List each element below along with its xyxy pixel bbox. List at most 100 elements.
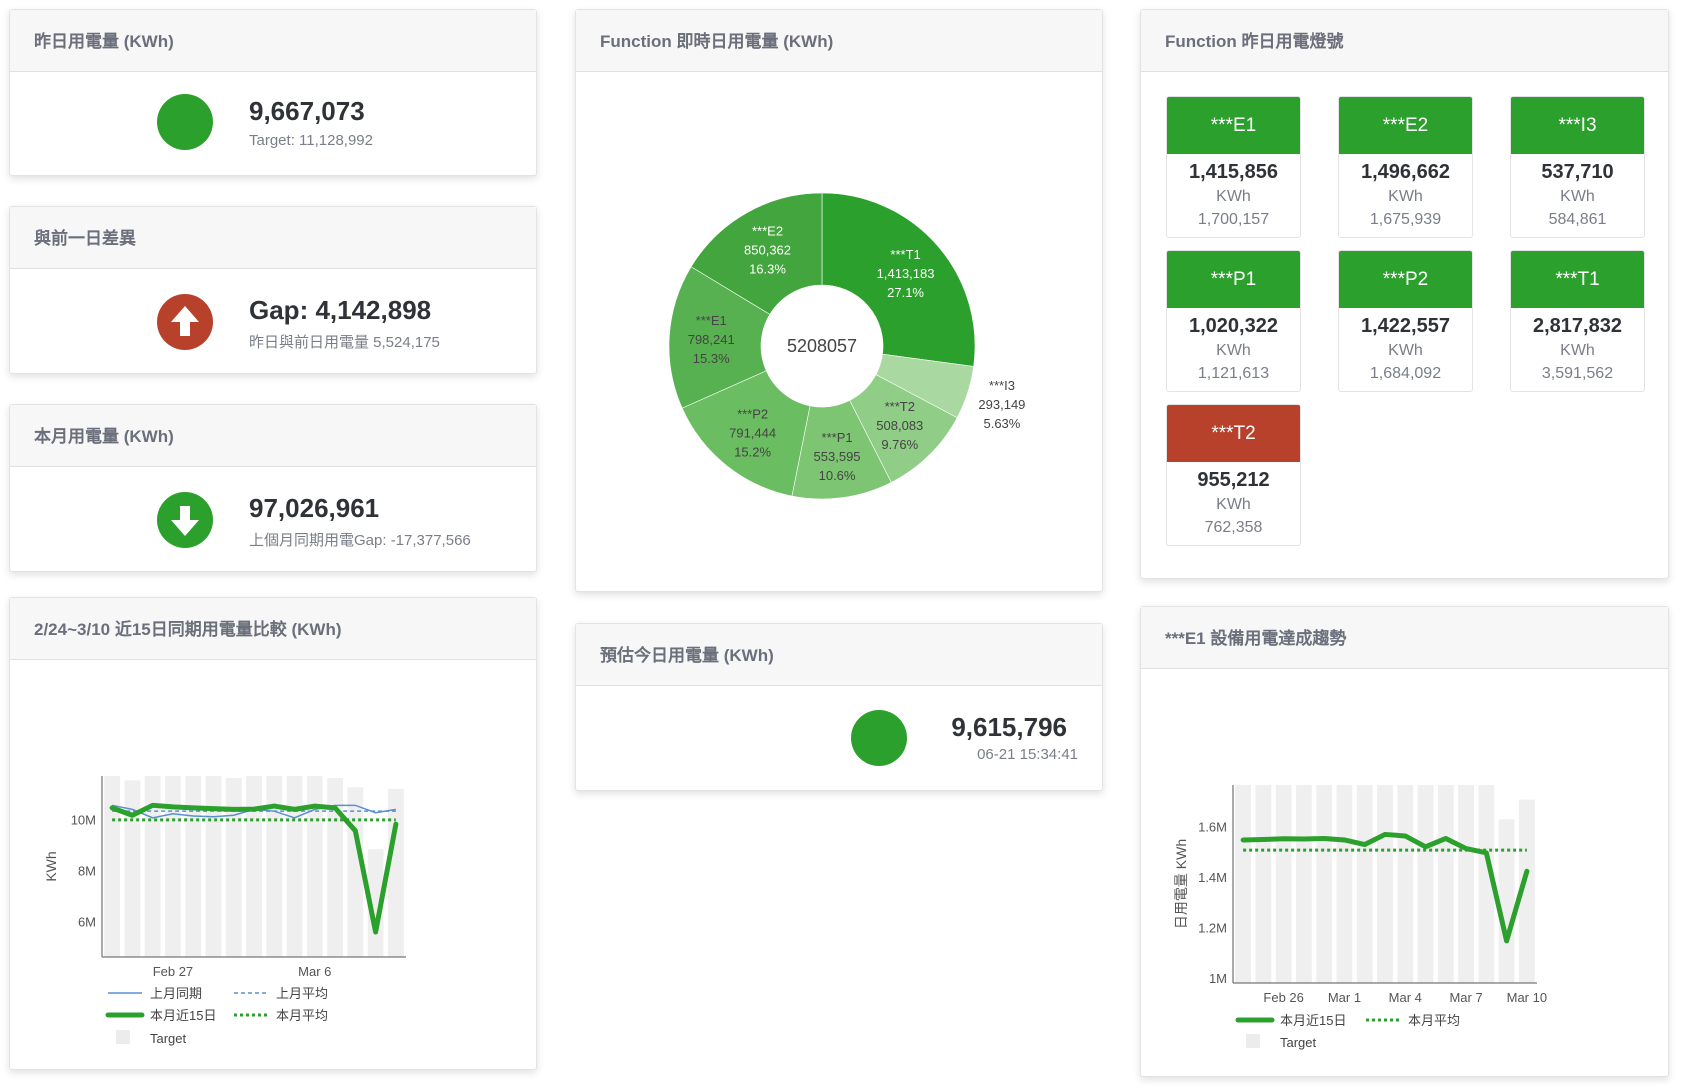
target-bar bbox=[1255, 785, 1272, 983]
yesterday-usage-card: 昨日用電量 (KWh) 9,667,073 Target: 11,128,992 bbox=[9, 9, 537, 176]
donut-slice-label: 10.6% bbox=[819, 468, 856, 483]
card-title: Function 昨日用電燈號 bbox=[1141, 10, 1668, 72]
tile-value: 1,422,557 bbox=[1361, 315, 1450, 337]
target-bar bbox=[165, 776, 181, 957]
function-lights-card: Function 昨日用電燈號 ***E1 1,415,856 KWh 1,70… bbox=[1140, 9, 1669, 579]
target-bar bbox=[185, 776, 202, 957]
target-bar bbox=[1458, 785, 1474, 983]
target-bar bbox=[1377, 785, 1393, 983]
card-title: 本月用電量 (KWh) bbox=[10, 405, 536, 467]
card-title: ***E1 設備用電達成趨勢 bbox=[1141, 607, 1668, 669]
light-tile[interactable]: ***T2 955,212 KWh 762,358 bbox=[1166, 404, 1301, 546]
x-tick-label: Mar 10 bbox=[1507, 990, 1547, 1005]
forecast-value: 9,615,796 bbox=[951, 712, 1067, 742]
y-tick-label: 10M bbox=[71, 812, 96, 827]
target-bar bbox=[1235, 785, 1252, 983]
tile-unit: KWh bbox=[1216, 342, 1251, 359]
tile-value: 537,710 bbox=[1541, 161, 1614, 183]
target-bar bbox=[1417, 785, 1434, 983]
light-tile[interactable]: ***P1 1,020,322 KWh 1,121,613 bbox=[1166, 250, 1301, 392]
tile-unit: KWh bbox=[1216, 496, 1251, 513]
donut-slice-label: ***E1 bbox=[696, 313, 727, 328]
tile-target: 762,358 bbox=[1204, 519, 1263, 536]
card-title: 2/24~3/10 近15日同期用電量比較 (KWh) bbox=[10, 598, 536, 660]
y-tick-label: 1M bbox=[1209, 971, 1227, 986]
light-tile[interactable]: ***I3 537,710 KWh 584,861 bbox=[1510, 96, 1645, 238]
legend-label: 上月同期 bbox=[150, 986, 202, 1001]
donut-slice-label: 791,444 bbox=[729, 426, 776, 441]
light-tile[interactable]: ***E1 1,415,856 KWh 1,700,157 bbox=[1166, 96, 1301, 238]
x-tick-label: Mar 4 bbox=[1389, 990, 1422, 1005]
x-tick-label: Feb 27 bbox=[153, 964, 193, 979]
green-status-icon bbox=[157, 94, 213, 150]
legend-label: 本月近15日 bbox=[150, 1008, 216, 1023]
tile-name: ***P1 bbox=[1167, 251, 1300, 308]
gap-sub: 昨日與前日用電量 5,524,175 bbox=[249, 334, 440, 351]
donut-slice-label: 1,413,183 bbox=[877, 266, 935, 281]
month-sub: 上個月同期用電Gap: -17,377,566 bbox=[249, 532, 471, 549]
target-bar bbox=[387, 789, 404, 957]
donut-slice-label: ***P2 bbox=[737, 407, 768, 422]
donut-slice-label: ***T1 bbox=[890, 247, 920, 262]
donut-slice-label: 9.76% bbox=[881, 437, 918, 452]
x-tick-label: Feb 26 bbox=[1263, 990, 1303, 1005]
target-bar bbox=[327, 778, 343, 957]
target-bar bbox=[1397, 785, 1414, 983]
light-tile[interactable]: ***E2 1,496,662 KWh 1,675,939 bbox=[1338, 96, 1473, 238]
light-tile[interactable]: ***T1 2,817,832 KWh 3,591,562 bbox=[1510, 250, 1645, 392]
arrow-down-icon bbox=[157, 492, 213, 548]
x-tick-label: Mar 6 bbox=[298, 964, 331, 979]
tile-target: 1,684,092 bbox=[1369, 365, 1442, 382]
target-bar bbox=[246, 776, 262, 957]
target-bar bbox=[286, 776, 303, 957]
yesterday-value: 9,667,073 bbox=[249, 96, 365, 126]
tile-target: 1,700,157 bbox=[1197, 211, 1270, 228]
yesterday-target: Target: 11,128,992 bbox=[249, 132, 373, 149]
arrow-up-icon bbox=[157, 294, 213, 350]
gap-value: Gap: 4,142,898 bbox=[249, 295, 432, 325]
target-bar bbox=[205, 776, 222, 957]
donut-slice-label: 15.3% bbox=[693, 351, 730, 366]
y-tick-label: 6M bbox=[78, 914, 96, 929]
daily-diff-card: 與前一日差異 Gap: 4,142,898 昨日與前日用電量 5,524,175 bbox=[9, 206, 537, 374]
tile-target: 1,675,939 bbox=[1369, 211, 1442, 228]
tile-name: ***E2 bbox=[1339, 97, 1472, 154]
tile-target: 3,591,562 bbox=[1541, 365, 1614, 382]
tile-value: 955,212 bbox=[1197, 469, 1270, 491]
series-line-thick bbox=[109, 802, 399, 935]
target-bar bbox=[104, 776, 121, 957]
donut-slice-label: 850,362 bbox=[744, 242, 791, 257]
legend-label: Target bbox=[1280, 1035, 1317, 1050]
target-bar bbox=[1498, 819, 1515, 983]
donut-slice-label: ***P1 bbox=[822, 430, 853, 445]
tile-unit: KWh bbox=[1388, 188, 1423, 205]
light-tile[interactable]: ***P2 1,422,557 KWh 1,684,092 bbox=[1338, 250, 1473, 392]
forecast-card: 預估今日用電量 (KWh) 9,615,796 06-21 15:34:41 bbox=[575, 623, 1103, 791]
y-axis-label: KWh bbox=[43, 851, 59, 881]
donut-center-total: 5208057 bbox=[787, 336, 857, 356]
target-bar bbox=[124, 780, 141, 957]
legend-label: 本月平均 bbox=[276, 1008, 328, 1023]
donut-slice-label: ***I3 bbox=[989, 378, 1015, 393]
legend-swatch bbox=[1246, 1034, 1260, 1048]
x-tick-label: Mar 1 bbox=[1328, 990, 1361, 1005]
tile-name: ***T2 bbox=[1167, 405, 1300, 462]
target-bar bbox=[306, 776, 323, 957]
month-value: 97,026,961 bbox=[249, 493, 380, 523]
y-tick-label: 1.2M bbox=[1198, 921, 1227, 936]
donut-slice-label: 508,083 bbox=[876, 418, 923, 433]
tile-name: ***I3 bbox=[1511, 97, 1644, 154]
target-bar bbox=[1518, 799, 1535, 983]
legend-label: 本月近15日 bbox=[1280, 1013, 1346, 1028]
donut-slice-label: ***T2 bbox=[885, 399, 915, 414]
tile-unit: KWh bbox=[1216, 188, 1251, 205]
compare-chart-card: 2/24~3/10 近15日同期用電量比較 (KWh) bbox=[9, 597, 537, 1070]
tile-value: 1,496,662 bbox=[1361, 161, 1450, 183]
month-usage-card: 本月用電量 (KWh) 97,026,961 上個月同期用電Gap: -17,3… bbox=[9, 404, 537, 572]
target-bar bbox=[1316, 785, 1333, 983]
donut-slice-label: 16.3% bbox=[749, 261, 786, 276]
e1-trend-card: ***E1 設備用電達成趨勢 bbox=[1140, 606, 1669, 1077]
card-title: Function 即時日用電量 (KWh) bbox=[576, 10, 1102, 72]
donut-slice-label: 27.1% bbox=[887, 285, 924, 300]
legend-label: 本月平均 bbox=[1408, 1013, 1460, 1028]
